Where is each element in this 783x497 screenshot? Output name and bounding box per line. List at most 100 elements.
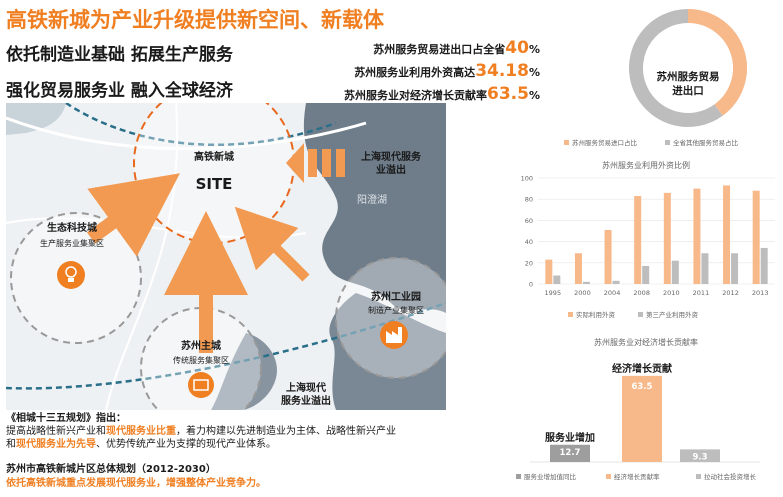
bar	[671, 260, 679, 284]
arrow-park	[234, 206, 310, 282]
rail-line	[6, 301, 446, 390]
donut-center-line: 苏州服务贸易	[657, 70, 720, 83]
stat-value: 40	[505, 38, 529, 58]
stat-value: 34.18	[475, 61, 529, 81]
donut-center-label: 苏州服务贸易进出口	[657, 70, 720, 97]
site-label: SITE	[196, 175, 233, 193]
stat-unit: %	[528, 66, 540, 79]
bar	[723, 185, 731, 284]
bar	[582, 281, 590, 284]
rail-line	[65, 103, 337, 147]
note-text: 、优势传统产业为支撑的现代产业体系。	[96, 439, 276, 450]
note-title: 《相城十三五规划》指出：	[6, 413, 126, 424]
legend-swatch	[564, 140, 569, 145]
shop-icon	[188, 372, 214, 398]
legend-swatch	[606, 474, 611, 479]
x-tick-label: 2012	[722, 289, 739, 297]
legend-label: 第三产业利用外资	[646, 310, 699, 319]
bar	[731, 253, 739, 284]
spill-line: 业溢出	[376, 163, 406, 176]
bar-value-label: 12.7	[560, 448, 581, 458]
bar	[693, 188, 701, 284]
legend-label: 经济增长贡献率	[614, 472, 660, 481]
note-text: ，着力构建以先进制造业为主体、战略性新兴产业	[176, 426, 396, 437]
road	[105, 103, 179, 410]
arrow-eco	[86, 173, 180, 257]
spill-label-north: 上海现代服务业溢出	[361, 150, 422, 176]
bar	[574, 253, 582, 284]
note-plan-text: 依托高铁新城重点发展现代服务业，增强整体产业竞争力。	[6, 478, 266, 489]
stat-unit: %	[528, 43, 540, 56]
zone-park-title: 苏州工业园	[371, 290, 421, 303]
note-highlight: 现代服务业比重	[106, 426, 176, 437]
bar	[663, 192, 671, 284]
lake-label: 阳澄湖	[357, 193, 387, 206]
lightbulb-icon	[57, 261, 85, 289]
spill-line: 上海现代服务	[361, 150, 422, 163]
bar	[680, 449, 720, 462]
zone-circle-park	[335, 257, 446, 379]
bar-value-label: 9.3	[692, 452, 707, 462]
bar	[701, 253, 709, 284]
donut-center-line: 进出口	[672, 84, 704, 97]
bar	[622, 375, 662, 462]
legend-swatch	[665, 140, 670, 145]
note-line-2: 和现代服务业为先导、优势传统产业为支撑的现代产业体系。	[6, 438, 276, 451]
bar	[553, 275, 561, 284]
donut-slice	[687, 9, 747, 116]
map-svg: 高铁新城 SITE 阳澄湖 生态科技城 生产服务业集聚区 苏州工业园 制造产业集…	[6, 103, 446, 410]
x-tick-label: 2013	[752, 289, 769, 297]
tagline-1: 依托制造业基础 拓展生产服务	[6, 45, 233, 65]
stat-growth-contribution: 苏州服务业对经济增长贡献率63.5%	[344, 84, 540, 104]
spill-label-south: 上海现代服务业溢出	[281, 381, 331, 407]
legend-label: 苏州服务贸易进口占比	[572, 138, 638, 147]
chart1-title: 苏州服务业利用外资比例	[602, 160, 690, 170]
bar-value-label: 63.5	[632, 382, 653, 392]
legend-label: 服务业增加值同比	[524, 472, 577, 481]
charts-svg: 苏州服务贸易进出口 苏州服务贸易进口占比 全省其他服务贸易占比 苏州服务业利用外…	[516, 9, 775, 481]
water-northwest	[6, 103, 66, 135]
fdi-bar-chart: 0 20 40 60 80 100 1995 2000 2004 2008 2010 2011 2012…	[521, 175, 775, 297]
spill-line: 上海现代	[286, 381, 326, 394]
y-tick-label: 80	[525, 196, 533, 204]
stat-label: 苏州服务业利用外资高达	[354, 66, 476, 79]
tagline-2: 强化贸易服务业 融入全球经济	[6, 81, 233, 101]
y-tick-label: 0	[529, 281, 533, 289]
zone-park-sub: 制造产业集聚区	[368, 305, 424, 315]
note-highlight: 现代服务业为先导	[16, 439, 96, 450]
legend-swatch	[516, 474, 521, 479]
stat-value: 63.5	[487, 84, 529, 104]
factory-icon	[380, 321, 408, 349]
legend-label: 实际利用外资	[576, 310, 616, 319]
legend-label: 拉动社会投资增长	[704, 472, 757, 481]
legend-swatch	[638, 312, 643, 317]
stat-trade-share: 苏州服务贸易进出口占全省40%	[373, 38, 540, 58]
note-plan-title: 苏州市高铁新城片区总体规划（2012-2030）	[6, 464, 216, 475]
bar	[545, 259, 553, 284]
note-text: 提高战略性新兴产业和	[6, 426, 106, 437]
stat-label: 苏州服务贸易进出口占全省	[373, 43, 506, 56]
bar	[760, 247, 768, 284]
x-tick-label: 2008	[633, 289, 650, 297]
legend-swatch	[568, 312, 573, 317]
bar-annotation: 服务业增加	[545, 431, 595, 444]
page-title: 高铁新城为产业升级提供新空间、新载体	[6, 8, 384, 32]
y-tick-label: 20	[525, 259, 533, 267]
y-tick-label: 40	[525, 238, 533, 246]
donut-chart	[629, 9, 747, 127]
stat-unit: %	[528, 89, 540, 102]
bar	[752, 190, 760, 284]
x-tick-label: 2000	[574, 289, 591, 297]
legend-label: 全省其他服务贸易占比	[673, 138, 739, 147]
bar-annotation: 经济增长贡献	[612, 362, 672, 375]
x-tick-label: 2010	[663, 289, 680, 297]
bar	[642, 265, 650, 284]
x-tick-label: 2004	[604, 289, 621, 297]
map-panel: 高铁新城 SITE 阳澄湖 生态科技城 生产服务业集聚区 苏州工业园 制造产业集…	[6, 103, 446, 410]
arrow-shanghai-east	[286, 143, 345, 183]
bar	[550, 444, 590, 462]
bar	[612, 280, 620, 284]
y-tick-label: 60	[525, 217, 533, 225]
site-title: 高铁新城	[194, 150, 234, 163]
bar	[634, 196, 642, 284]
